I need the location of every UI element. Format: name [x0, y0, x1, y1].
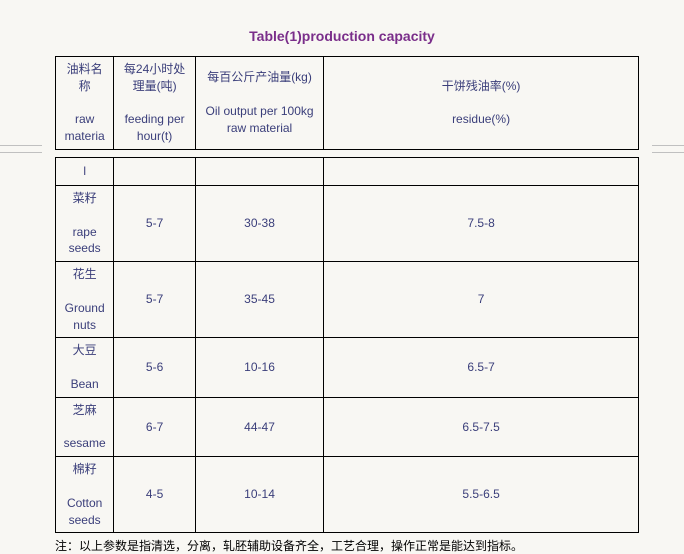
header-material-en: raw materia [65, 112, 105, 143]
header-output-cn: 每百公斤产油量(kg) [207, 70, 312, 84]
cell-residue: 5.5-6.5 [324, 457, 639, 533]
table-container: 油料名称 raw materia 每24小时处理量(吨) feeding per… [0, 56, 684, 533]
cell-output: 35-45 [195, 262, 323, 338]
header-feeding: 每24小时处理量(吨) feeding per hour(t) [114, 57, 196, 150]
cell-output: 10-14 [195, 457, 323, 533]
header-residue: 干饼残油率(%) residue(%) [324, 57, 639, 150]
footnote: 注：以上参数是指清选，分离，轧胚辅助设备齐全，工艺合理，操作正常是能达到指标。 [0, 533, 684, 554]
cell-feeding: 5-7 [114, 262, 196, 338]
cell-output: 44-47 [195, 397, 323, 456]
cell-feeding: 4-5 [114, 457, 196, 533]
cell-feeding: 5-6 [114, 338, 196, 397]
cell-material: 花生Ground nuts [56, 262, 114, 338]
header-output-en: Oil output per 100kg raw material [205, 104, 313, 135]
cell-residue: 6.5-7.5 [324, 397, 639, 456]
cont-cell: l [56, 157, 114, 185]
header-residue-en: residue(%) [452, 112, 510, 126]
cell-material: 大豆Bean [56, 338, 114, 397]
header-residue-cn: 干饼残油率(%) [442, 79, 521, 93]
cell-material: 芝麻sesame [56, 397, 114, 456]
header-material-cn: 油料名称 [67, 62, 103, 93]
table-row: 菜籽rape seeds5-730-387.5-8 [56, 185, 639, 261]
table-title: Table(1)production capacity [0, 0, 684, 56]
cell-output: 10-16 [195, 338, 323, 397]
table-row: 棉籽Cotton seeds4-510-145.5-6.5 [56, 457, 639, 533]
table-body: l 菜籽rape seeds5-730-387.5-8花生Ground nuts… [56, 149, 639, 532]
cell-feeding: 6-7 [114, 397, 196, 456]
cell-material: 菜籽rape seeds [56, 185, 114, 261]
cell-residue: 7 [324, 262, 639, 338]
page-split-left [0, 145, 42, 153]
header-feeding-en: feeding per hour(t) [125, 112, 185, 143]
cell-output: 30-38 [195, 185, 323, 261]
cell-feeding: 5-7 [114, 185, 196, 261]
production-table: 油料名称 raw materia 每24小时处理量(吨) feeding per… [55, 56, 639, 533]
header-material: 油料名称 raw materia [56, 57, 114, 150]
table-row: 花生Ground nuts5-735-457 [56, 262, 639, 338]
table-row: 大豆Bean5-610-166.5-7 [56, 338, 639, 397]
table-row: 芝麻sesame6-744-476.5-7.5 [56, 397, 639, 456]
cell-residue: 7.5-8 [324, 185, 639, 261]
header-row: 油料名称 raw materia 每24小时处理量(吨) feeding per… [56, 57, 639, 150]
header-feeding-cn: 每24小时处理量(吨) [124, 62, 185, 93]
page-split-right [652, 145, 684, 153]
page-gap [56, 149, 639, 157]
cell-residue: 6.5-7 [324, 338, 639, 397]
continuation-row: l [56, 157, 639, 185]
cell-material: 棉籽Cotton seeds [56, 457, 114, 533]
header-output: 每百公斤产油量(kg) Oil output per 100kg raw mat… [195, 57, 323, 150]
